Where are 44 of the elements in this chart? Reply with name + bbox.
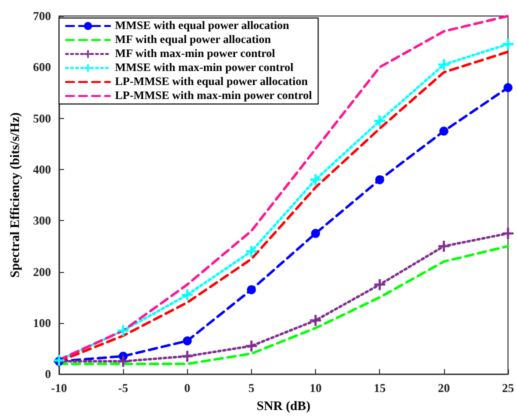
- legend-label: MMSE with max-min power control: [115, 62, 294, 74]
- point: [118, 325, 129, 336]
- x-tick-label: 5: [248, 381, 254, 396]
- x-tick-label: 10: [310, 381, 322, 396]
- point: [438, 59, 450, 70]
- y-tick-label: 700: [33, 9, 51, 23]
- point: [439, 126, 448, 136]
- point: [504, 83, 512, 92]
- x-tick-label: 0: [184, 381, 190, 396]
- x-tick-label: 25: [502, 381, 514, 396]
- point: [246, 246, 257, 257]
- point: [182, 336, 192, 346]
- legend-label: MF with equal power allocation: [115, 34, 272, 46]
- point: [118, 356, 129, 367]
- y-tick-label: 500: [33, 111, 51, 126]
- x-tick-label: 20: [438, 381, 450, 396]
- y-tick-label: 0: [45, 367, 51, 382]
- point: [374, 279, 386, 290]
- point: [246, 340, 257, 352]
- point: [182, 350, 193, 362]
- y-tick-label: 200: [33, 264, 51, 279]
- y-tick-label: 300: [33, 214, 51, 228]
- point: [375, 175, 384, 184]
- point: [310, 314, 322, 326]
- point: [246, 285, 256, 294]
- legend-label: MF with max-min power control: [115, 48, 276, 60]
- x-tick-label: 15: [374, 381, 386, 396]
- y-tick-label: 400: [33, 162, 51, 176]
- point: [502, 228, 514, 239]
- legend-label: LP-MMSE with max-min power control: [115, 90, 312, 102]
- point: [182, 289, 193, 300]
- point: [502, 38, 514, 50]
- legend-label: MMSE with equal power allocation: [115, 20, 290, 32]
- x-tick-label: -10: [51, 381, 67, 396]
- x-tick-label: -5: [118, 381, 128, 396]
- point: [374, 115, 386, 126]
- x-axis-title: SNR (dB): [256, 398, 310, 413]
- legend-label: LP-MMSE with equal power allocation: [115, 76, 308, 88]
- y-tick-label: 100: [33, 316, 51, 330]
- y-axis-title: Spectral Efficiency (bits/s/Hz): [7, 112, 22, 278]
- point: [438, 240, 450, 252]
- y-tick-label: 600: [33, 60, 51, 74]
- point: [310, 174, 322, 186]
- point: [311, 228, 320, 238]
